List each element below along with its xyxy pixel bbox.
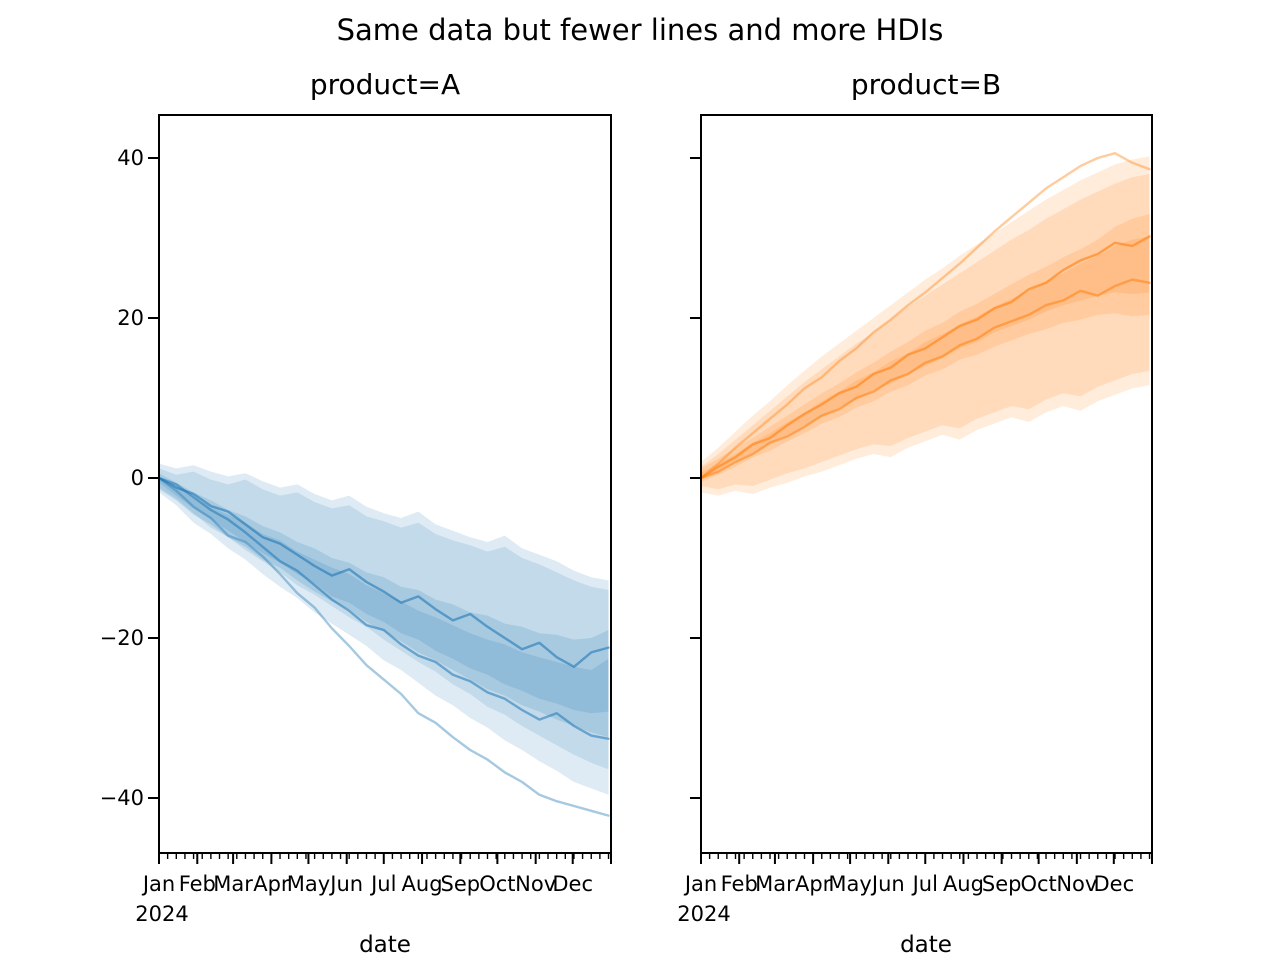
x-tick-label: Feb (178, 872, 216, 896)
band-hdi-wide-2 (159, 468, 609, 770)
y-tick-label: −20 (99, 626, 144, 650)
x-tick-label: Jul (371, 872, 397, 896)
x-tick-label: Jan (142, 872, 176, 896)
x-tick-label: Feb (720, 872, 758, 896)
subplot-a (148, 114, 612, 864)
x-axis-label-a: date (359, 932, 411, 958)
x-tick-label: May (286, 872, 331, 896)
band-hdi-mid-2 (701, 214, 1150, 478)
x-tick-label: Nov (1056, 872, 1098, 896)
band-hdi-wide-1 (701, 156, 1150, 496)
x-tick-label: Jun (330, 872, 364, 896)
x-tick-label: May (828, 872, 872, 896)
x-tick-label: Aug (942, 872, 984, 896)
x-axis-label-b: date (900, 932, 952, 958)
year-label-a: 2024 (135, 902, 189, 926)
x-tick-label: Apr (794, 872, 832, 896)
x-tick-label: Oct (1020, 872, 1057, 896)
series-sample-line-1 (157, 476, 610, 668)
y-tick-label: −40 (99, 786, 144, 810)
x-tick-label: Dec (1093, 872, 1135, 896)
x-tick-label: Sep (440, 872, 481, 896)
x-tick-label: Mar (213, 872, 253, 896)
series-sample-line-1 (699, 235, 1151, 480)
x-tick-label: Jan (684, 872, 718, 896)
series-sample-line-2 (157, 476, 610, 740)
y-tick-label: 0 (130, 466, 144, 490)
axes-spines (700, 114, 1153, 854)
axes-spines (158, 114, 612, 854)
y-tick-label: 20 (117, 306, 144, 330)
series-sample-line-3 (699, 151, 1151, 480)
subplot-b (690, 114, 1153, 864)
band-hdi-mid-1 (159, 473, 609, 714)
x-tick-label: Oct (479, 872, 516, 896)
x-tick-label: Jul (912, 872, 938, 896)
x-tick-label: Apr (253, 872, 290, 896)
x-tick-label: Sep (981, 872, 1022, 896)
figure-title: Same data but fewer lines and more HDIs (336, 13, 944, 47)
x-tick-label: Dec (552, 872, 594, 896)
x-tick-label: Mar (755, 872, 795, 896)
x-tick-label: Jun (871, 872, 905, 896)
subplot-title-a: product=A (309, 68, 461, 101)
year-label-b: 2024 (677, 902, 731, 926)
subplot-title-b: product=B (850, 68, 1002, 101)
y-tick-label: 40 (117, 146, 144, 170)
series-sample-line-2 (699, 278, 1151, 480)
x-tick-label: Aug (401, 872, 443, 896)
series-sample-line-3 (157, 476, 610, 817)
x-tick-label: Nov (515, 872, 557, 896)
